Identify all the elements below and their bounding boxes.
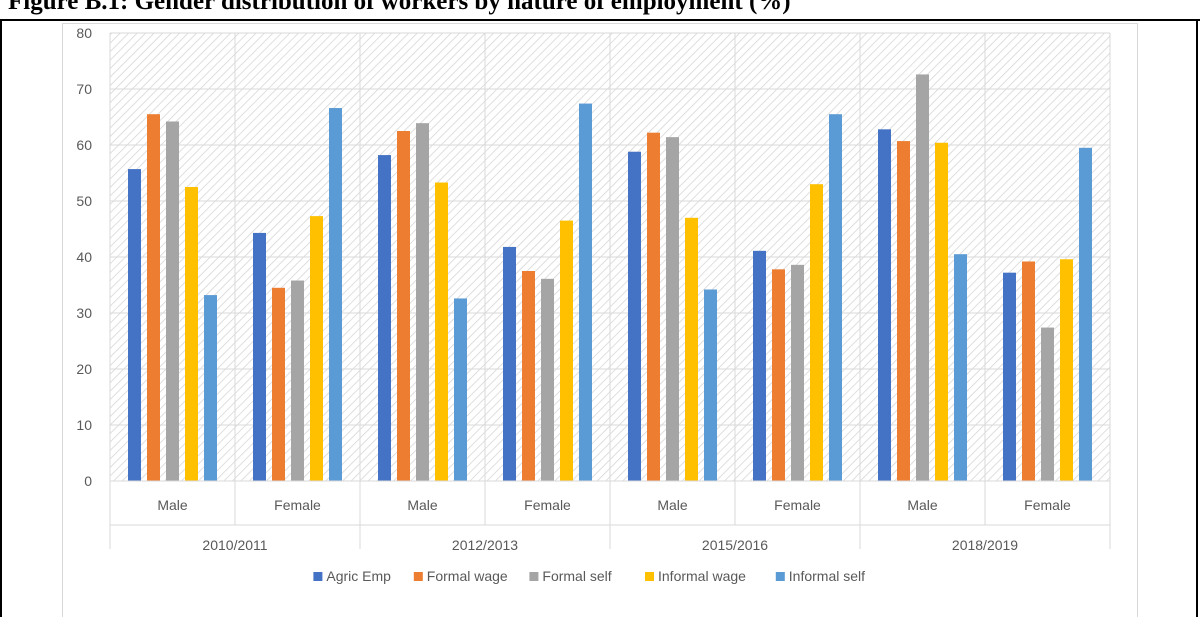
- x-category-label: Male: [657, 497, 688, 513]
- bars: [128, 74, 1092, 482]
- bar: [685, 217, 698, 482]
- bar: [916, 74, 929, 481]
- bar: [772, 269, 785, 481]
- bar: [435, 182, 448, 481]
- x-category-label: Female: [274, 497, 321, 513]
- x-axis: Male Female Male Female Male Female Male Female…: [109, 33, 1111, 553]
- y-tick-label: 60: [76, 137, 92, 153]
- y-tick-label: 70: [76, 81, 92, 97]
- legend-label: Formal wage: [427, 568, 508, 584]
- y-tick-label: 20: [76, 361, 92, 377]
- x-group-label: 2018/2019: [952, 537, 1018, 553]
- bar: [416, 123, 429, 481]
- bar: [666, 137, 679, 481]
- bar: [310, 216, 323, 481]
- bar: [253, 232, 266, 481]
- y-tick-label: 0: [84, 473, 92, 489]
- bar: [647, 132, 660, 481]
- legend-label: Formal self: [542, 568, 611, 584]
- y-tick-label: 80: [76, 25, 92, 41]
- bar: [628, 151, 641, 481]
- bar: [522, 271, 535, 481]
- legend-swatch: [529, 572, 539, 581]
- x-group-label: 2010/2011: [202, 537, 267, 553]
- legend-label: Informal wage: [658, 568, 746, 584]
- bar: [1041, 327, 1054, 481]
- bar: [753, 250, 766, 481]
- bar: [454, 298, 467, 481]
- chart-frame: [62, 23, 1138, 617]
- bar: [1060, 259, 1073, 481]
- y-tick-label: 40: [76, 249, 92, 265]
- bar: [541, 278, 554, 481]
- x-category-label: Male: [157, 497, 188, 513]
- bar: [329, 108, 342, 481]
- bar: [291, 280, 304, 481]
- legend-label: Informal self: [789, 568, 865, 584]
- bar: [954, 254, 967, 481]
- bar: [503, 246, 516, 481]
- bar: [791, 264, 804, 481]
- y-axis: 0 10 20 30 40 50 60 70 80: [76, 25, 92, 489]
- legend: Agric Emp Formal wage Formal self Informal …: [313, 568, 865, 584]
- legend-swatch: [775, 572, 785, 581]
- bar: [397, 131, 410, 481]
- bar: [810, 184, 823, 481]
- bar: [272, 287, 285, 481]
- page-border-right: [1196, 19, 1198, 617]
- bar: [1003, 272, 1016, 481]
- bar: [128, 169, 141, 481]
- x-category-label: Female: [774, 497, 821, 513]
- x-group-label: 2012/2013: [452, 537, 518, 553]
- x-category-label: Male: [907, 497, 938, 513]
- bar: [878, 129, 891, 481]
- bar: [166, 121, 179, 481]
- legend-swatch: [413, 572, 423, 581]
- y-tick-label: 50: [76, 193, 92, 209]
- bar: [185, 187, 198, 481]
- bar: [147, 114, 160, 481]
- legend-label: Agric Emp: [326, 568, 391, 584]
- y-tick-label: 30: [76, 305, 92, 321]
- legend-swatch: [645, 572, 654, 581]
- bar: [204, 295, 217, 481]
- bar: [897, 141, 910, 481]
- bar: [935, 142, 948, 481]
- y-tick-label: 10: [76, 417, 92, 433]
- bar: [1022, 261, 1035, 481]
- bar: [579, 103, 592, 481]
- page-border-top: [0, 19, 1200, 21]
- bar: [704, 289, 717, 481]
- x-category-label: Female: [524, 497, 571, 513]
- figure-title: Figure B.1: Gender distribution of worke…: [8, 0, 791, 15]
- x-category-label: Male: [407, 497, 438, 513]
- bar: [829, 114, 842, 481]
- bar: [378, 155, 391, 481]
- x-group-label: 2015/2016: [702, 537, 768, 553]
- bar: [1079, 147, 1092, 482]
- x-category-label: Female: [1024, 497, 1071, 513]
- page-border-left: [0, 19, 2, 617]
- legend-swatch: [313, 572, 323, 581]
- bar: [560, 220, 573, 481]
